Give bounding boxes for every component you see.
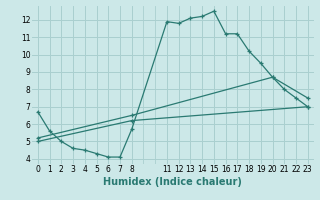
X-axis label: Humidex (Indice chaleur): Humidex (Indice chaleur) (103, 177, 242, 187)
